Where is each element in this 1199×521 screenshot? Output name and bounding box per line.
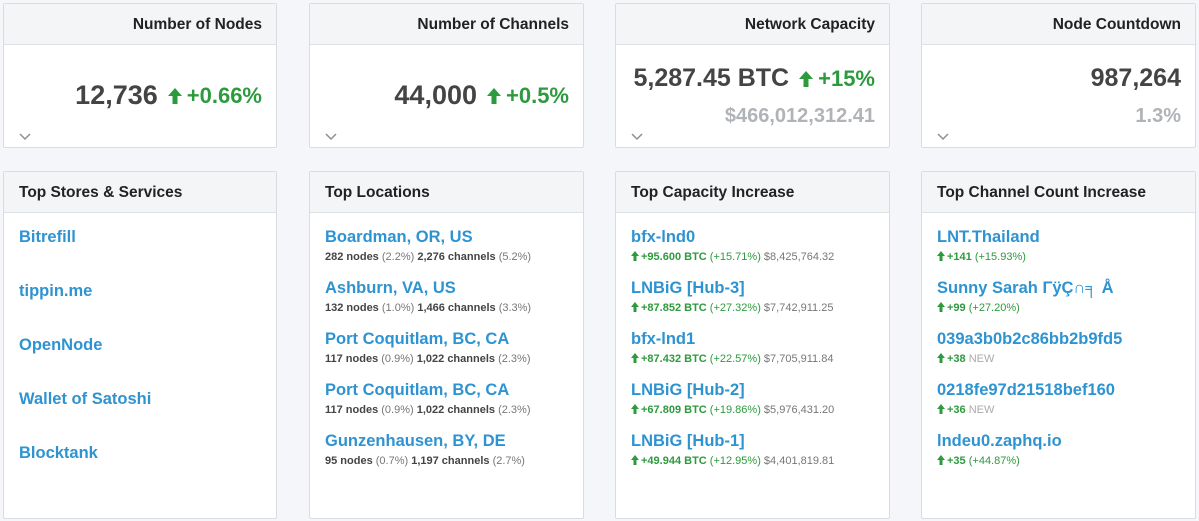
channel-meta: +99 (+27.20%) bbox=[937, 302, 1185, 314]
node-link[interactable]: LNT.Thailand bbox=[937, 228, 1040, 246]
top-capacity-card: Top Capacity Increase bfx-lnd0 +95.600 B… bbox=[615, 171, 890, 519]
stat-card-countdown: Node Countdown 987,264 1.3% bbox=[921, 3, 1196, 148]
arrow-up-icon bbox=[167, 87, 182, 104]
list-item: Ashburn, VA, US 132 nodes (1.0%) 1,466 c… bbox=[325, 279, 573, 314]
node-link[interactable]: lndeu0.zaphq.io bbox=[937, 432, 1062, 450]
list-item: Boardman, OR, US 282 nodes (2.2%) 2,276 … bbox=[325, 228, 573, 263]
stat-change-value: +0.5% bbox=[506, 82, 569, 108]
list-item: lndeu0.zaphq.io +35 (+44.87%) bbox=[937, 432, 1185, 467]
card-title: Number of Nodes bbox=[4, 4, 276, 45]
location-link[interactable]: Ashburn, VA, US bbox=[325, 279, 456, 297]
store-link[interactable]: Wallet of Satoshi bbox=[19, 390, 152, 408]
node-link[interactable]: LNBiG [Hub-2] bbox=[631, 381, 745, 399]
top-stores-card: Top Stores & Services Bitrefill tippin.m… bbox=[3, 171, 277, 519]
list-item: Port Coquitlam, BC, CA 117 nodes (0.9%) … bbox=[325, 330, 573, 365]
list-item: Port Coquitlam, BC, CA 117 nodes (0.9%) … bbox=[325, 381, 573, 416]
capacity-meta: +49.944 BTC (+12.95%) $4,401,819.81 bbox=[631, 455, 879, 467]
list-item: LNBiG [Hub-1] +49.944 BTC (+12.95%) $4,4… bbox=[631, 432, 879, 467]
stat-value: 987,264 bbox=[1090, 64, 1181, 92]
store-link[interactable]: Bitrefill bbox=[19, 228, 76, 246]
list-item: bfx-lnd0 +95.600 BTC (+15.71%) $8,425,76… bbox=[631, 228, 879, 263]
capacity-meta: +95.600 BTC (+15.71%) $8,425,764.32 bbox=[631, 251, 879, 263]
capacity-meta: +67.809 BTC (+19.86%) $5,976,431.20 bbox=[631, 404, 879, 416]
node-link[interactable]: 0218fe97d21518bef160 bbox=[937, 381, 1115, 399]
stat-card-nodes: Number of Nodes 12,736 +0.66% bbox=[3, 3, 277, 148]
node-link[interactable]: bfx-lnd1 bbox=[631, 330, 696, 348]
arrow-up-icon bbox=[631, 404, 639, 414]
stat-change-value: +15% bbox=[818, 65, 875, 91]
arrow-up-icon bbox=[937, 404, 945, 414]
arrow-up-icon bbox=[631, 353, 639, 363]
list-item: LNBiG [Hub-3] +87.852 BTC (+27.32%) $7,7… bbox=[631, 279, 879, 314]
card-title: Top Channel Count Increase bbox=[922, 172, 1195, 213]
card-title: Number of Channels bbox=[310, 4, 583, 45]
new-badge: NEW bbox=[968, 353, 995, 365]
chevron-down-icon[interactable] bbox=[325, 131, 337, 141]
card-title: Top Stores & Services bbox=[4, 172, 276, 213]
card-title: Network Capacity bbox=[616, 4, 889, 45]
top-channel-count-card: Top Channel Count Increase LNT.Thailand … bbox=[921, 171, 1196, 519]
arrow-up-icon bbox=[937, 302, 945, 312]
node-link[interactable]: Sunny Sarah ΓÿÇ∩╕ Å bbox=[937, 279, 1114, 297]
location-link[interactable]: Gunzenhausen, BY, DE bbox=[325, 432, 506, 450]
location-meta: 132 nodes (1.0%) 1,466 channels (3.3%) bbox=[325, 302, 532, 314]
list-item: 0218fe97d21518bef160 +36 NEW bbox=[937, 381, 1185, 416]
arrow-up-icon bbox=[937, 251, 945, 261]
store-link[interactable]: Blocktank bbox=[19, 444, 98, 462]
arrow-up-icon bbox=[799, 70, 814, 87]
card-title: Node Countdown bbox=[922, 4, 1195, 45]
stat-value: 12,736 bbox=[75, 80, 158, 110]
location-link[interactable]: Boardman, OR, US bbox=[325, 228, 473, 246]
capacity-meta: +87.852 BTC (+27.32%) $7,742,911.25 bbox=[631, 302, 879, 314]
node-link[interactable]: 039a3b0b2c86bb2b9fd5 bbox=[937, 330, 1123, 348]
stat-card-capacity: Network Capacity 5,287.45 BTC +15% $466,… bbox=[615, 3, 890, 148]
arrow-up-icon bbox=[937, 353, 945, 363]
channel-meta: +141 (+15.93%) bbox=[937, 251, 1185, 263]
chevron-down-icon[interactable] bbox=[631, 131, 643, 141]
chevron-down-icon[interactable] bbox=[19, 131, 31, 141]
new-badge: NEW bbox=[968, 404, 995, 416]
channel-meta: +36 NEW bbox=[937, 404, 1185, 416]
stat-subvalue: $466,012,312.41 bbox=[724, 105, 875, 127]
stat-card-channels: Number of Channels 44,000 +0.5% bbox=[309, 3, 584, 148]
stat-change-value: +0.66% bbox=[186, 82, 262, 108]
list-item: Gunzenhausen, BY, DE 95 nodes (0.7%) 1,1… bbox=[325, 432, 573, 467]
card-title: Top Locations bbox=[310, 172, 583, 213]
list-item: LNT.Thailand +141 (+15.93%) bbox=[937, 228, 1185, 263]
stat-value: 5,287.45 BTC bbox=[633, 64, 790, 92]
stat-subvalue: 1.3% bbox=[1135, 105, 1181, 127]
arrow-up-icon bbox=[631, 251, 639, 261]
list-item: LNBiG [Hub-2] +67.809 BTC (+19.86%) $5,9… bbox=[631, 381, 879, 416]
arrow-up-icon bbox=[631, 455, 639, 465]
arrow-up-icon bbox=[631, 302, 639, 312]
location-meta: 117 nodes (0.9%) 1,022 channels (2.3%) bbox=[325, 404, 531, 416]
chevron-down-icon[interactable] bbox=[937, 131, 949, 141]
arrow-up-icon bbox=[487, 87, 501, 104]
store-link[interactable]: OpenNode bbox=[19, 336, 103, 354]
arrow-up-icon bbox=[937, 455, 945, 465]
channel-meta: +35 (+44.87%) bbox=[937, 455, 1185, 467]
card-title: Top Capacity Increase bbox=[616, 172, 889, 213]
node-link[interactable]: LNBiG [Hub-3] bbox=[631, 279, 745, 297]
node-link[interactable]: bfx-lnd0 bbox=[631, 228, 696, 246]
location-link[interactable]: Port Coquitlam, BC, CA bbox=[325, 330, 510, 348]
channel-meta: +38 NEW bbox=[937, 353, 1185, 365]
top-locations-card: Top Locations Boardman, OR, US 282 nodes… bbox=[309, 171, 584, 519]
location-meta: 282 nodes (2.2%) 2,276 channels (5.2%) bbox=[325, 251, 532, 263]
list-item: Sunny Sarah ΓÿÇ∩╕ Å +99 (+27.20%) bbox=[937, 279, 1185, 314]
location-meta: 95 nodes (0.7%) 1,197 channels (2.7%) bbox=[325, 455, 525, 467]
list-item: 039a3b0b2c86bb2b9fd5 +38 NEW bbox=[937, 330, 1185, 365]
stat-value: 44,000 bbox=[394, 80, 477, 110]
location-meta: 117 nodes (0.9%) 1,022 channels (2.3%) bbox=[325, 353, 531, 365]
stat-change: +15% bbox=[799, 66, 875, 92]
stat-change: +0.5% bbox=[487, 83, 569, 109]
location-link[interactable]: Port Coquitlam, BC, CA bbox=[325, 381, 510, 399]
capacity-meta: +87.432 BTC (+22.57%) $7,705,911.84 bbox=[631, 353, 879, 365]
node-link[interactable]: LNBiG [Hub-1] bbox=[631, 432, 745, 450]
store-link[interactable]: tippin.me bbox=[19, 282, 93, 300]
stat-change: +0.66% bbox=[167, 82, 262, 109]
list-item: bfx-lnd1 +87.432 BTC (+22.57%) $7,705,91… bbox=[631, 330, 879, 365]
